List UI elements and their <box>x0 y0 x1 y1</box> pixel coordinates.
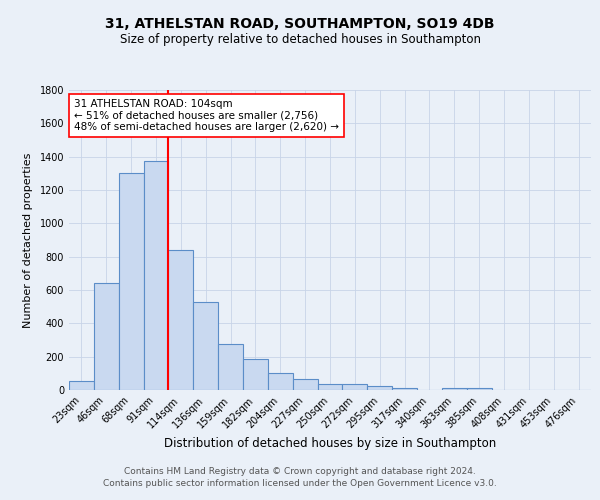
Bar <box>467 388 491 390</box>
X-axis label: Distribution of detached houses by size in Southampton: Distribution of detached houses by size … <box>164 437 496 450</box>
Bar <box>119 172 143 390</box>
Bar <box>343 384 367 390</box>
Text: 31, ATHELSTAN ROAD, SOUTHAMPTON, SO19 4DB: 31, ATHELSTAN ROAD, SOUTHAMPTON, SO19 4D… <box>105 18 495 32</box>
Bar <box>392 388 417 390</box>
Text: 31 ATHELSTAN ROAD: 104sqm
← 51% of detached houses are smaller (2,756)
48% of se: 31 ATHELSTAN ROAD: 104sqm ← 51% of detac… <box>74 99 339 132</box>
Bar <box>367 386 392 390</box>
Bar <box>143 161 169 390</box>
Text: Contains HM Land Registry data © Crown copyright and database right 2024.
Contai: Contains HM Land Registry data © Crown c… <box>103 466 497 487</box>
Bar <box>69 381 94 390</box>
Text: Size of property relative to detached houses in Southampton: Size of property relative to detached ho… <box>119 32 481 46</box>
Bar <box>193 302 218 390</box>
Bar <box>317 384 343 390</box>
Bar <box>293 379 317 390</box>
Bar <box>442 388 467 390</box>
Bar <box>243 359 268 390</box>
Bar <box>169 250 193 390</box>
Bar <box>94 282 119 390</box>
Bar <box>268 373 293 390</box>
Y-axis label: Number of detached properties: Number of detached properties <box>23 152 32 328</box>
Bar <box>218 344 243 390</box>
